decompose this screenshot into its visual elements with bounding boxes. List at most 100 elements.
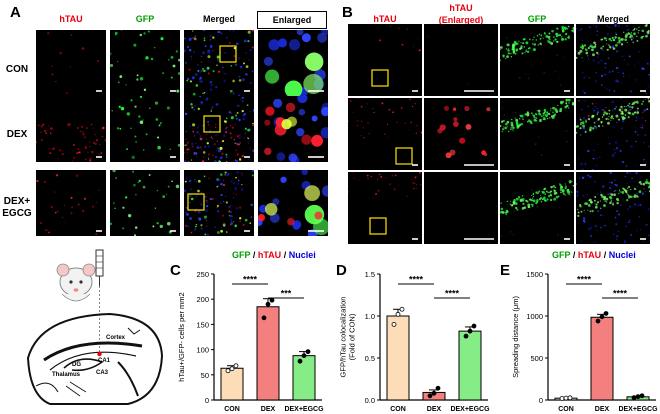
significance-stars: **** <box>613 289 628 299</box>
bar-con <box>386 315 410 401</box>
y-tick-label: 250 <box>196 270 209 279</box>
data-point <box>225 368 231 374</box>
y-tick-label: 500 <box>530 354 543 363</box>
significance-stars: **** <box>445 289 460 299</box>
panel-a-image-r1-c3 <box>184 30 254 96</box>
x-tick-label: DEX <box>427 406 442 413</box>
x-tick-label: CON <box>558 406 574 413</box>
panel-a-header-enlarged: Enlarged <box>272 15 312 25</box>
panel-a-enlarged-box: Enlarged <box>257 11 327 29</box>
y-axis-label: GFP/hTau colocalization <box>339 297 348 378</box>
x-tick-label: DEX+EGCG <box>450 406 490 413</box>
data-point <box>431 390 437 396</box>
data-point <box>399 306 405 312</box>
stain-legend-left: GFP / hTAU / Nuclei <box>232 250 316 260</box>
legend-gfp: GFP <box>232 250 251 260</box>
chart-c: 0 50 100 150 200 250 hTau+/GFP- cells per mm2 C… <box>177 270 324 413</box>
data-point <box>305 349 311 355</box>
data-point <box>265 301 271 307</box>
panel-b-image-r1-c4 <box>576 24 650 96</box>
panel-b-image-r2-c1 <box>348 98 422 170</box>
significance-stars: **** <box>409 275 424 285</box>
panel-a-image-r3-c3 <box>184 170 254 236</box>
y-tick-label: 1.0 <box>365 312 375 321</box>
panel-b-image-r2-c2 <box>424 98 498 170</box>
label-dg: DG <box>72 362 81 368</box>
panel-a-header-merged: Merged <box>202 14 235 24</box>
legend-htau: hTAU <box>257 250 282 260</box>
label-cortex: Cortex <box>106 335 126 341</box>
y-tick-label: 50 <box>201 371 209 380</box>
stain-legend-right: GFP / hTAU / Nuclei <box>552 250 636 260</box>
legend-gfp: GFP <box>552 250 571 260</box>
legend-sep: / <box>570 250 578 260</box>
y-tick-label: 1.5 <box>365 270 375 279</box>
data-point <box>463 333 469 339</box>
panel-b-image-r3-c3 <box>500 172 574 244</box>
label-thalamus: Thalamus <box>52 372 81 378</box>
panel-b-image-r1-c2 <box>424 24 498 96</box>
y-axis-label: (Fold of CON) <box>348 313 357 360</box>
y-tick-label: 0 <box>539 396 543 405</box>
panel-a-image-r1-c4 <box>258 30 328 96</box>
data-point <box>269 297 275 303</box>
data-point <box>229 366 235 372</box>
data-point <box>603 311 609 316</box>
legend-sep: / <box>281 250 289 260</box>
x-tick-label: DEX+EGCG <box>284 406 324 413</box>
data-point <box>567 395 573 401</box>
brain-injection-diagram: Cortex CA1 DG CA3 Thalamus <box>26 249 164 405</box>
y-axis-label: Spreading distance (μm) <box>511 296 520 378</box>
y-tick-label: 1500 <box>526 270 543 279</box>
panel-a-image-r2-c1 <box>36 96 106 162</box>
bar-dex-egcg <box>458 330 482 401</box>
label-ca3: CA3 <box>96 370 109 376</box>
y-tick-label: 150 <box>196 320 209 329</box>
panel-a-image-r3-c4 <box>258 170 328 236</box>
panel-b-image-r3-c1 <box>348 172 422 244</box>
panel-b-header-gfp: GFP <box>527 14 547 24</box>
data-point <box>391 322 397 327</box>
panel-b-image-r2-c4 <box>576 98 650 170</box>
panel-label-e: E <box>500 262 511 279</box>
panel-a-row-dex-egcg: DEX+ EGCG <box>2 196 32 219</box>
panel-a-image-r3-c1 <box>36 170 106 236</box>
y-tick-label: 100 <box>196 346 209 355</box>
panel-b-header-merged: Merged <box>596 14 629 24</box>
panel-label-c: C <box>170 262 181 279</box>
data-point <box>595 318 601 324</box>
data-point <box>435 385 441 391</box>
x-tick-label: CON <box>224 406 240 413</box>
panel-b-image-r3-c2 <box>424 172 498 244</box>
brain-section-icon <box>26 312 164 405</box>
panel-a-header-htau: hTAU <box>59 14 83 24</box>
data-point <box>261 315 267 321</box>
data-point <box>599 314 605 320</box>
data-point <box>395 311 401 317</box>
data-point <box>233 363 239 369</box>
bar-dex <box>256 306 280 401</box>
data-point <box>635 394 641 400</box>
significance-stars: **** <box>243 275 258 285</box>
chart-e: 0 500 1000 1500 Spreading distance (μm) CON DE… <box>511 270 658 413</box>
panel-b-header-htau: hTAU <box>373 14 397 24</box>
panel-b-image-r1-c1 <box>348 24 422 96</box>
label-ca1: CA1 <box>98 358 111 364</box>
data-point <box>563 395 569 401</box>
y-tick-label: 0.0 <box>365 396 375 405</box>
data-point <box>559 396 565 401</box>
panel-a-image-r2-c2 <box>110 96 180 162</box>
panel-label-a: A <box>10 4 21 21</box>
panel-b-image-r1-c3 <box>500 24 574 96</box>
panel-b-header-htau-enlarged: hTAU (Enlarged) <box>438 3 484 25</box>
panel-a-image-r2-c3 <box>184 96 254 162</box>
bar-dex <box>590 316 614 401</box>
y-tick-label: 0.5 <box>365 354 375 363</box>
y-tick-label: 200 <box>196 295 209 304</box>
panel-a-image-r3-c2 <box>110 170 180 236</box>
y-tick-label: 0 <box>205 396 209 405</box>
legend-sep: / <box>250 250 258 260</box>
panel-b-image-r2-c3 <box>500 98 574 170</box>
significance-stars: **** <box>577 275 592 285</box>
data-point <box>427 393 433 399</box>
